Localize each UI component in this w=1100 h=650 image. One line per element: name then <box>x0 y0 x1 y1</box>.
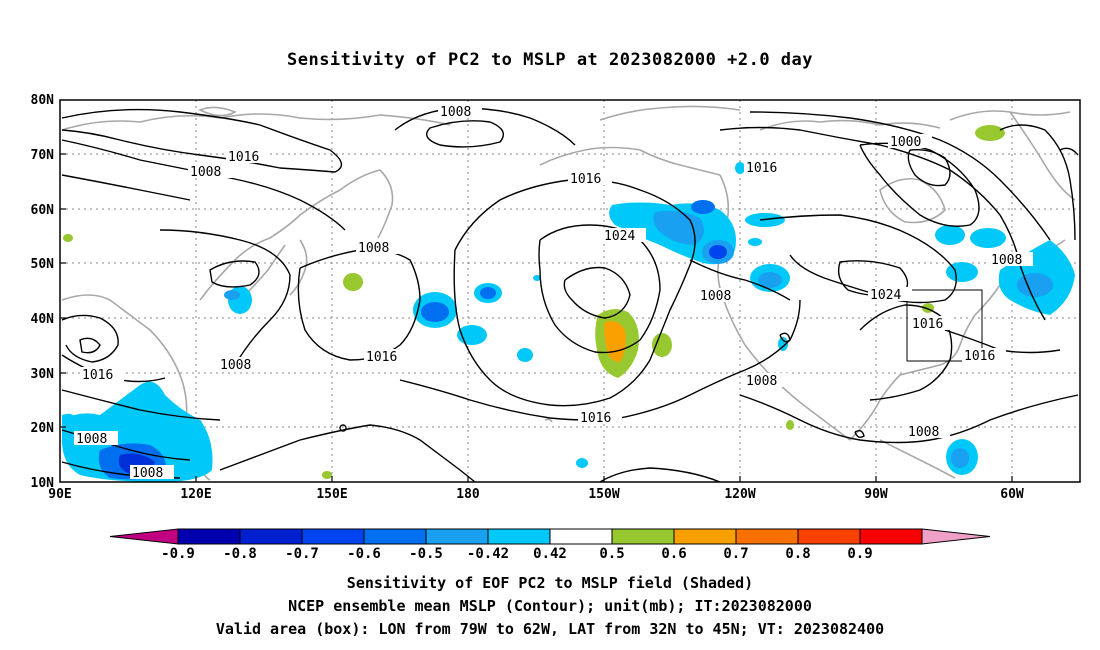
latitude-labels: 80N 70N 60N 50N 40N 30N 20N 10N <box>31 93 55 491</box>
contour-label: 1016 <box>580 411 611 426</box>
contour-label: 1008 <box>908 425 939 440</box>
lat-label-40n: 40N <box>31 312 55 327</box>
contour-label: 1008 <box>220 358 251 373</box>
colorbar-segment <box>363 528 427 545</box>
colorbar-arrow-high <box>921 528 991 545</box>
contour-label: 1008 <box>76 432 107 447</box>
contour-label: 1000 <box>890 135 921 150</box>
colorbar-labels: -0.9 -0.8 -0.7 -0.6 -0.5 -0.42 0.42 0.5 0.6 0.7 0.… <box>161 546 873 562</box>
colorbar-segment <box>301 528 365 545</box>
axis-ticks <box>60 153 1013 482</box>
colorbar-tick-label: 0.42 <box>533 546 567 562</box>
contour-label: 1008 <box>132 466 163 481</box>
contour-label: 1016 <box>570 172 601 187</box>
map-title: Sensitivity of PC2 to MSLP at 2023082000… <box>286 50 813 70</box>
colorbar-segment <box>735 528 799 545</box>
caption-line-3: Valid area (box): LON from 79W to 62W, L… <box>215 620 885 638</box>
contour-label: 1016 <box>964 349 995 364</box>
colorbar-tick-label: -0.7 <box>285 546 319 562</box>
longitude-labels: 90E 120E 150E 180 150W 120W 90W 60W <box>48 487 1024 502</box>
lat-label-50n: 50N <box>31 257 55 272</box>
contour-label: 1008 <box>358 241 389 256</box>
contour-label: 1016 <box>746 161 777 176</box>
contour-label: 1008 <box>440 105 471 120</box>
colorbar-segment <box>549 528 613 545</box>
colorbar-segment <box>177 528 241 545</box>
colorbar-tick-label: 0.5 <box>599 546 624 562</box>
colorbar-tick-label: 0.7 <box>723 546 748 562</box>
colorbar-tick-label: 0.9 <box>847 546 872 562</box>
caption-line-2: NCEP ensemble mean MSLP (Contour); unit(… <box>288 597 812 615</box>
lat-label-80n: 80N <box>31 93 55 108</box>
lon-label-150e: 150E <box>316 487 347 502</box>
contour-label: 1016 <box>912 317 943 332</box>
colorbar-tick-label: -0.8 <box>223 546 257 562</box>
caption-line-1: Sensitivity of EOF PC2 to MSLP field (Sh… <box>346 574 754 592</box>
colorbar-segment <box>487 528 551 545</box>
mslp-contours <box>61 107 1079 483</box>
map-border <box>59 99 1081 483</box>
contour-label: 1016 <box>82 368 113 383</box>
lon-label-150w: 150W <box>588 487 619 502</box>
contour-label: 1008 <box>746 374 777 389</box>
lon-label-120w: 120W <box>724 487 755 502</box>
colorbar-tick-label: -0.6 <box>347 546 381 562</box>
colorbar-segment <box>859 528 923 545</box>
colorbar-segment <box>797 528 861 545</box>
colorbar-tick-label: -0.5 <box>409 546 443 562</box>
contour-label: 1008 <box>190 165 221 180</box>
contour-label: 1008 <box>700 289 731 304</box>
colorbar-tick-label: 0.6 <box>661 546 686 562</box>
contour-label: 1016 <box>366 350 397 365</box>
contour-label: 1024 <box>604 229 635 244</box>
lon-label-180: 180 <box>456 487 480 502</box>
lon-label-90w: 90W <box>864 487 888 502</box>
lon-label-120e: 120E <box>180 487 211 502</box>
lon-label-90e: 90E <box>48 487 71 502</box>
contour-labels: 1008 1016 1008 1016 1008 1024 1016 1000 … <box>74 104 1033 481</box>
contour-label: 1008 <box>991 253 1022 268</box>
colorbar-arrow-low <box>109 528 179 545</box>
lat-label-30n: 30N <box>31 367 55 382</box>
sensitivity-shading <box>62 125 1075 482</box>
valid-area-box <box>906 289 983 362</box>
contour-label: 1024 <box>870 288 901 303</box>
colorbar-tick-label: -0.9 <box>161 546 195 562</box>
colorbar-tick-label: 0.8 <box>785 546 810 562</box>
colorbar-segment <box>611 528 675 545</box>
lat-label-10n: 10N <box>31 476 55 491</box>
lat-label-60n: 60N <box>31 203 55 218</box>
contour-label: 1016 <box>228 150 259 165</box>
lon-label-60w: 60W <box>1000 487 1024 502</box>
colorbar <box>109 528 991 545</box>
lat-label-20n: 20N <box>31 421 55 436</box>
colorbar-segment <box>425 528 489 545</box>
colorbar-segment <box>239 528 303 545</box>
colorbar-segment <box>673 528 737 545</box>
lat-label-70n: 70N <box>31 148 55 163</box>
colorbar-tick-label: -0.42 <box>467 546 509 562</box>
